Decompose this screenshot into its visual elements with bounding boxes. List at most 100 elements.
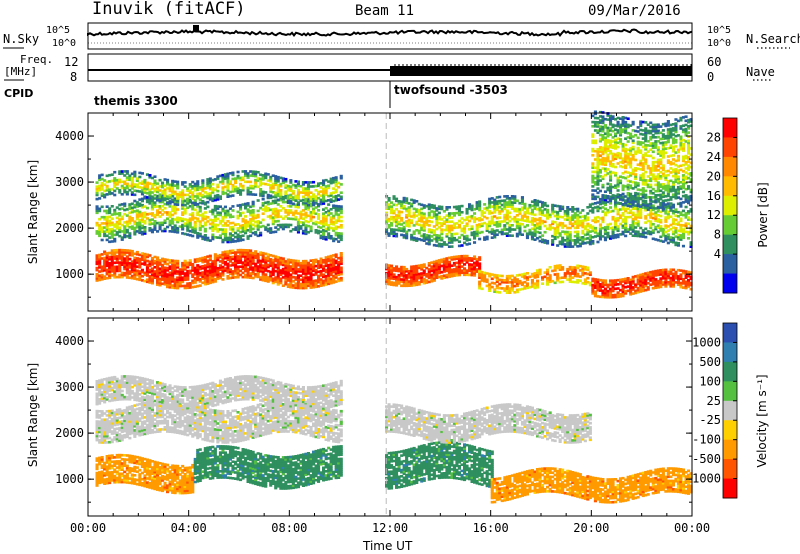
data-cell (312, 180, 316, 184)
data-cell (407, 280, 411, 283)
data-cell (269, 264, 273, 267)
data-cell (611, 228, 615, 231)
data-cell (110, 240, 114, 243)
data-cell (452, 268, 456, 271)
data-cell (483, 221, 487, 225)
data-cell (339, 209, 343, 213)
data-cell (223, 215, 227, 219)
data-cell (402, 282, 406, 285)
data-cell (261, 218, 265, 222)
data-cell (135, 253, 139, 256)
data-cell (115, 220, 119, 224)
data-cell (125, 224, 129, 228)
data-cell (530, 285, 534, 288)
data-cell (556, 223, 560, 227)
data-cell (115, 224, 119, 228)
data-cell (130, 276, 134, 280)
data-cell (133, 264, 137, 268)
data-cell (274, 201, 278, 204)
data-cell (523, 276, 527, 280)
data-cell (445, 259, 449, 262)
data-cell (616, 233, 620, 237)
data-cell (392, 211, 396, 215)
data-cell (128, 272, 132, 275)
data-cell (206, 216, 210, 219)
data-cell (103, 209, 107, 213)
data-cell (319, 222, 323, 225)
data-cell (110, 213, 114, 216)
data-cell (274, 230, 278, 234)
data-cell (130, 264, 134, 267)
data-cell (533, 276, 537, 279)
data-cell (538, 223, 542, 226)
data-cell (166, 269, 170, 272)
data-cell (606, 233, 610, 237)
data-cell (191, 228, 195, 232)
data-cell (684, 286, 688, 290)
data-cell (435, 266, 439, 269)
data-cell (322, 208, 326, 211)
data-cell (671, 268, 675, 272)
data-cell (319, 226, 323, 229)
data-cell (118, 261, 122, 264)
data-cell (150, 279, 154, 283)
data-cell (455, 269, 459, 273)
data-cell (339, 270, 343, 274)
data-cell (108, 255, 112, 259)
data-cell (420, 234, 424, 238)
data-cell (530, 227, 534, 230)
data-cell (412, 199, 416, 202)
data-cell (203, 272, 207, 276)
data-cell (223, 230, 227, 233)
data-cell (241, 250, 245, 254)
data-cell (563, 276, 567, 279)
data-cell (163, 198, 167, 202)
data-cell (573, 212, 577, 215)
data-cell (563, 224, 567, 228)
data-cell (327, 228, 331, 231)
data-cell (98, 276, 102, 280)
data-cell (223, 209, 227, 213)
data-cell (274, 209, 278, 213)
data-cell (596, 240, 600, 244)
data-cell (115, 206, 119, 209)
data-cell (543, 224, 547, 228)
data-cell (118, 269, 122, 273)
data-cell (573, 226, 577, 230)
data-cell (395, 197, 399, 201)
data-cell (689, 277, 693, 281)
data-cell (120, 238, 124, 241)
data-cell (546, 270, 550, 274)
data-cell (533, 201, 537, 204)
data-cell (317, 225, 321, 229)
data-cell (327, 232, 331, 235)
data-cell (445, 261, 449, 264)
data-cell (475, 268, 479, 271)
data-cell (201, 225, 205, 228)
data-cell (609, 226, 613, 230)
data-cell (553, 220, 557, 224)
data-cell (156, 279, 160, 282)
data-cell (291, 211, 295, 215)
data-cell (568, 280, 572, 283)
data-cell (390, 222, 394, 225)
data-cell (143, 226, 147, 229)
data-cell (135, 223, 139, 227)
data-cell (440, 228, 444, 231)
data-cell (306, 267, 310, 271)
data-cell (251, 200, 255, 204)
data-cell (609, 281, 613, 285)
data-cell (228, 238, 232, 242)
data-cell (327, 263, 331, 267)
data-cell (432, 225, 436, 228)
data-cell (140, 256, 144, 259)
data-cell (110, 267, 114, 271)
data-cell (241, 211, 245, 215)
data-cell (664, 276, 668, 280)
data-cell (437, 205, 441, 208)
data-cell (201, 281, 205, 285)
data-cell (203, 217, 207, 220)
data-cell (191, 234, 195, 238)
data-cell (576, 264, 580, 268)
data-cell (324, 258, 328, 261)
